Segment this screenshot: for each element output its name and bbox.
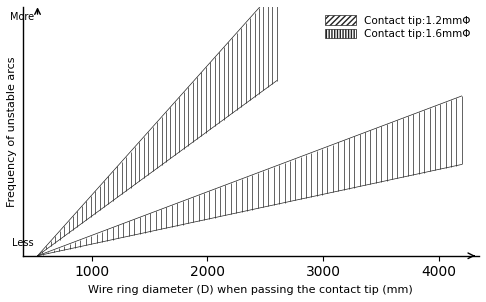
X-axis label: Wire ring diameter (D) when passing the contact tip (mm): Wire ring diameter (D) when passing the … <box>88 285 413 295</box>
Text: More: More <box>10 12 34 22</box>
Legend: Contact tip:1.2mmΦ, Contact tip:1.6mmΦ: Contact tip:1.2mmΦ, Contact tip:1.6mmΦ <box>322 12 474 42</box>
Text: Less: Less <box>13 238 34 248</box>
Y-axis label: Frequency of unstable arcs: Frequency of unstable arcs <box>7 56 17 207</box>
